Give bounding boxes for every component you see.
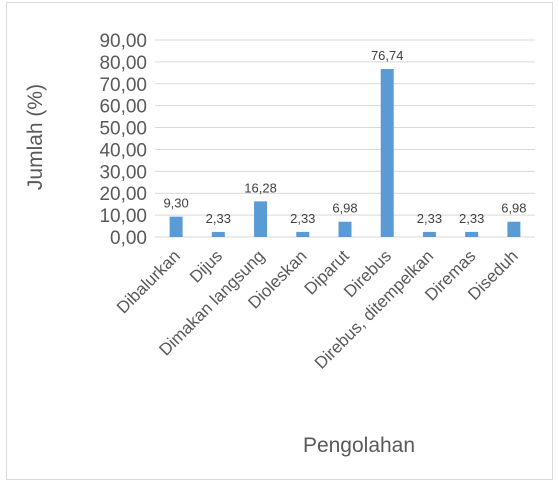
x-category-label: Dibalurkan: [113, 246, 184, 317]
bar: [422, 231, 436, 237]
bar: [338, 221, 352, 237]
y-axis-title: Jumlah (%): [24, 84, 47, 190]
x-axis-title: Pengolahan: [303, 434, 415, 457]
y-axis-ticks: 0,0010,0020,0030,0040,0050,0060,0070,008…: [99, 31, 147, 249]
y-tick-label: 40,00: [99, 140, 147, 161]
chart-area: [6, 2, 553, 480]
data-label: 76,74: [371, 48, 404, 63]
bar: [465, 231, 479, 237]
data-label: 2,33: [459, 211, 484, 226]
bar: [380, 69, 394, 238]
data-label: 6,98: [332, 201, 357, 216]
data-labels: 9,30 2,33 16,28 2,33 6,98 76,74 2,33 2,33 6,98: [163, 48, 526, 226]
data-label: 2,33: [290, 211, 315, 226]
data-label: 6,98: [501, 201, 526, 216]
bar: [254, 201, 268, 237]
y-tick-label: 80,00: [99, 53, 147, 74]
y-tick-label: 0,00: [110, 228, 147, 249]
bar: [507, 221, 521, 237]
data-label: 2,33: [417, 211, 442, 226]
y-tick-label: 50,00: [99, 119, 147, 140]
y-tick-label: 10,00: [99, 206, 147, 227]
y-tick-label: 70,00: [99, 75, 147, 96]
data-label: 16,28: [244, 180, 277, 195]
bar: [211, 231, 225, 237]
bars: [169, 69, 521, 238]
y-tick-label: 90,00: [99, 31, 147, 52]
bar: [169, 216, 183, 237]
data-label: 9,30: [163, 196, 188, 211]
y-tick-label: 20,00: [99, 184, 147, 205]
data-label: 2,33: [206, 211, 231, 226]
y-tick-label: 60,00: [99, 97, 147, 118]
bar: [296, 231, 310, 237]
y-tick-label: 30,00: [99, 162, 147, 183]
